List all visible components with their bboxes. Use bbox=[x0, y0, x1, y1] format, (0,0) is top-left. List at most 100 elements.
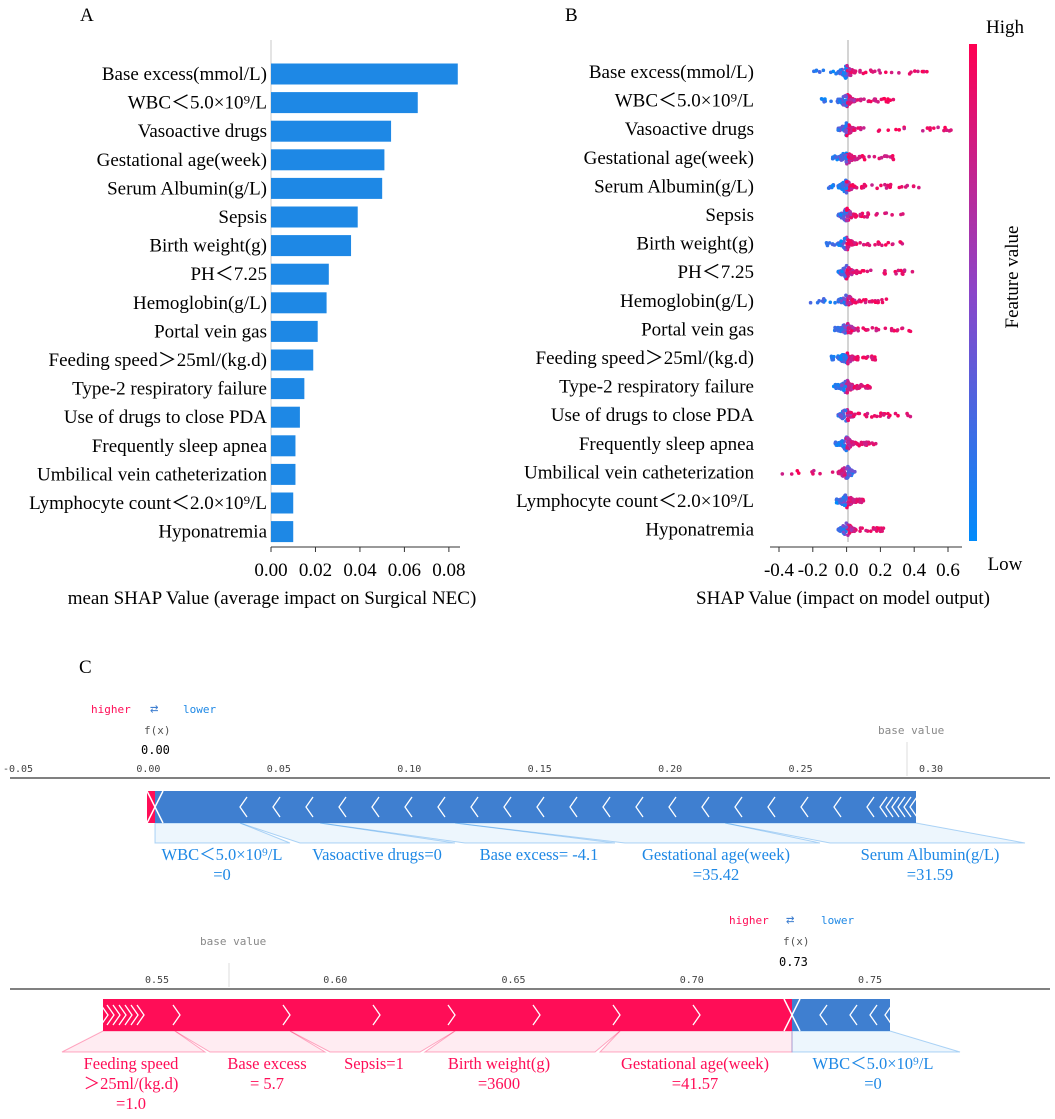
c1-tick-label: 0.15 bbox=[528, 764, 552, 775]
c1-tick-label: 0.20 bbox=[658, 764, 682, 775]
panel-b-dot bbox=[845, 218, 850, 223]
panel-b-dot bbox=[837, 297, 841, 302]
panel-a-category-label: Hyponatremia bbox=[158, 522, 267, 543]
panel-a-tick-label: 0.00 bbox=[254, 560, 287, 581]
panel-a-category-label: Portal vein gas bbox=[154, 321, 267, 342]
c2-feature-label: =3600 bbox=[478, 1074, 520, 1093]
panel-b-dot bbox=[886, 240, 891, 245]
panel-b-dot bbox=[884, 99, 889, 104]
panel-b-dot bbox=[841, 216, 846, 220]
panel-b-dot bbox=[845, 63, 849, 68]
panel-b-dot bbox=[870, 355, 874, 360]
panel-b-dot bbox=[841, 103, 846, 107]
panel-b-dot bbox=[903, 185, 908, 189]
panel-b-dot bbox=[837, 184, 842, 189]
panel-b-x-axis-label: SHAP Value (impact on model output) bbox=[696, 588, 990, 609]
panel-b-dot bbox=[908, 329, 913, 334]
colorbar-title: Feature value bbox=[1002, 226, 1023, 329]
panel-b-dot bbox=[865, 269, 870, 274]
panel-b-dot bbox=[854, 357, 859, 362]
panel-b-dot bbox=[861, 269, 866, 273]
panel-b-dot bbox=[893, 411, 898, 416]
c1-chevron-icon bbox=[602, 796, 611, 818]
panel-b-dot bbox=[863, 70, 868, 75]
panel-b-dot bbox=[852, 529, 857, 534]
panel-b-dot bbox=[814, 69, 818, 73]
panel-b-dot bbox=[845, 446, 849, 450]
panel-b-dot bbox=[855, 441, 859, 446]
panel-b-dot bbox=[844, 190, 849, 195]
c2-chevron-icon bbox=[124, 1004, 133, 1026]
c1-chevron-icon bbox=[338, 796, 347, 818]
panel-b-dot bbox=[880, 300, 885, 305]
c1-chevron-icon bbox=[885, 796, 894, 818]
c1-chevron-icon bbox=[903, 796, 912, 818]
c2-positive-segment bbox=[103, 999, 792, 1031]
c1-lower-label: lower bbox=[183, 703, 216, 716]
c2-chevron-icon bbox=[100, 1004, 109, 1026]
panel-b-dot bbox=[883, 326, 888, 331]
c2-segment-divider bbox=[791, 998, 801, 1032]
panel-label-b: B bbox=[565, 5, 578, 26]
panel-b-dot bbox=[854, 300, 858, 305]
panel-b-category-label: Lymphocyte count＜2.0×10⁹/L bbox=[516, 491, 754, 512]
c1-chevron-icon bbox=[701, 796, 710, 818]
panel-b-dot bbox=[837, 528, 842, 533]
c1-tick-label: -0.05 bbox=[3, 764, 33, 775]
panel-b-dot bbox=[900, 326, 905, 330]
panel-b-dot bbox=[844, 179, 849, 184]
panel-label-c: C bbox=[79, 657, 92, 678]
panel-b-dot bbox=[847, 473, 852, 477]
c2-ticks: 0.55 0.60 0.65 0.70 0.75 bbox=[145, 975, 882, 986]
panel-b-dot bbox=[891, 157, 896, 162]
c1-bands bbox=[154, 822, 1026, 844]
colorbar-low-label: Low bbox=[988, 554, 1023, 575]
panel-b-dot bbox=[866, 211, 870, 215]
panel-b-dot bbox=[849, 70, 853, 74]
panel-b-dot bbox=[866, 440, 871, 445]
panel-a-bar bbox=[271, 349, 314, 371]
panel-b-dot bbox=[916, 69, 920, 74]
panel-b-dot bbox=[839, 498, 844, 503]
panel-b-dot bbox=[844, 186, 849, 191]
panel-b-dot bbox=[843, 379, 848, 384]
panel-b-dot bbox=[920, 128, 925, 133]
c2-feature-label: WBC＜5.0×10⁹/L bbox=[813, 1054, 934, 1073]
panel-b-dot bbox=[874, 213, 878, 217]
c2-chevron-icon bbox=[884, 1004, 893, 1026]
panel-b-dot bbox=[857, 154, 862, 159]
panel-b-dot bbox=[846, 330, 851, 335]
panel-b-dot bbox=[854, 157, 859, 162]
panel-c2-force-plot: higher ⇄ lower base value f(x) 0.73 0.55… bbox=[10, 912, 1050, 1113]
panel-b-dot bbox=[834, 71, 838, 76]
c1-feature-label: =35.42 bbox=[693, 865, 739, 884]
panel-b-dot bbox=[879, 183, 883, 188]
panel-b-dot bbox=[868, 99, 873, 104]
panel-b-dot bbox=[840, 272, 844, 277]
panel-b-category-label: Type-2 respiratory failure bbox=[559, 377, 754, 398]
panel-b-dot bbox=[868, 68, 873, 72]
panel-b-dot bbox=[847, 531, 852, 535]
panel-b-dot bbox=[844, 123, 848, 128]
c2-chevron-icon bbox=[612, 1004, 621, 1026]
panel-b-dot bbox=[859, 97, 863, 102]
c1-feature-labels: WBC＜5.0×10⁹/L=0 Vasoactive drugs=0 Base ex… bbox=[162, 845, 1000, 884]
c1-feature-label: Base excess= -4.1 bbox=[480, 845, 599, 864]
panel-b-dot bbox=[910, 269, 915, 274]
c1-chevron-icon bbox=[437, 796, 446, 818]
panel-b-dot bbox=[873, 242, 877, 247]
c2-tick-label: 0.75 bbox=[858, 975, 882, 986]
panel-b-dot bbox=[854, 271, 859, 276]
c2-chevron-icon bbox=[282, 1004, 291, 1026]
panel-a-category-label: Umbilical vein catheterization bbox=[37, 464, 268, 485]
c2-chevron-icon bbox=[136, 1004, 145, 1026]
c2-lower-label: lower bbox=[821, 914, 854, 927]
panel-b-dot bbox=[849, 410, 854, 415]
panel-b-category-label: Feeding speed＞25ml/(kg.d) bbox=[536, 348, 754, 369]
panel-b-dot bbox=[851, 414, 856, 418]
panel-b-dot bbox=[845, 245, 850, 250]
panel-b-dot bbox=[847, 123, 851, 127]
panel-b-dot bbox=[840, 383, 844, 388]
panel-a-category-label: WBC＜5.0×10⁹/L bbox=[128, 93, 267, 114]
